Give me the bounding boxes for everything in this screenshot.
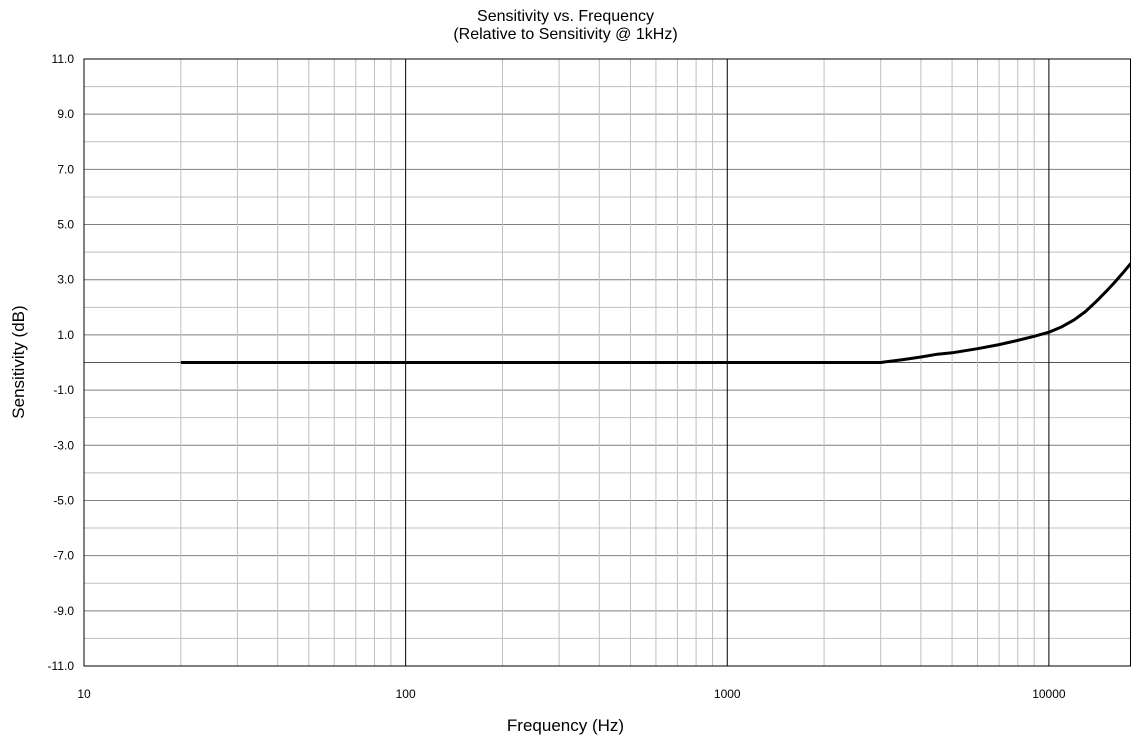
series-layer [180, 262, 1131, 364]
y-tick-label: 9.0 [57, 107, 74, 121]
y-tick-label: 11.0 [52, 52, 75, 66]
y-tick-label: -7.0 [53, 549, 74, 563]
y-tick-label: -5.0 [53, 493, 74, 507]
y-tick-label: 5.0 [57, 218, 74, 232]
chart-subtitle: (Relative to Sensitivity @ 1kHz) [453, 26, 678, 43]
x-tick-labels: 10 100 1000 10000 [77, 687, 1066, 701]
y-tick-label: -1.0 [53, 383, 74, 397]
chart-title: Sensitivity vs. Frequency [477, 8, 654, 25]
y-tick-label: 3.0 [57, 273, 74, 287]
x-tick-label: 10000 [1032, 687, 1066, 701]
x-axis-label: Frequency (Hz) [506, 716, 625, 735]
y-tick-label: 7.0 [57, 162, 74, 176]
x-tick-label: 100 [396, 687, 416, 701]
x-tick-label: 10 [77, 687, 91, 701]
y-tick-label: -3.0 [53, 438, 74, 452]
y-tick-label: -11.0 [48, 659, 75, 673]
y-axis-label: Sensitivity (dB) [9, 305, 28, 419]
y-tick-label: -9.0 [53, 604, 74, 618]
series-line [180, 262, 1131, 364]
y-tick-labels: 11.0 9.0 7.0 5.0 3.0 1.0 -1.0 -3.0 -5.0 -7.0 -9.0 -… [48, 52, 75, 673]
y-tick-label: 1.0 [57, 328, 74, 342]
x-tick-label: 1000 [714, 687, 741, 701]
